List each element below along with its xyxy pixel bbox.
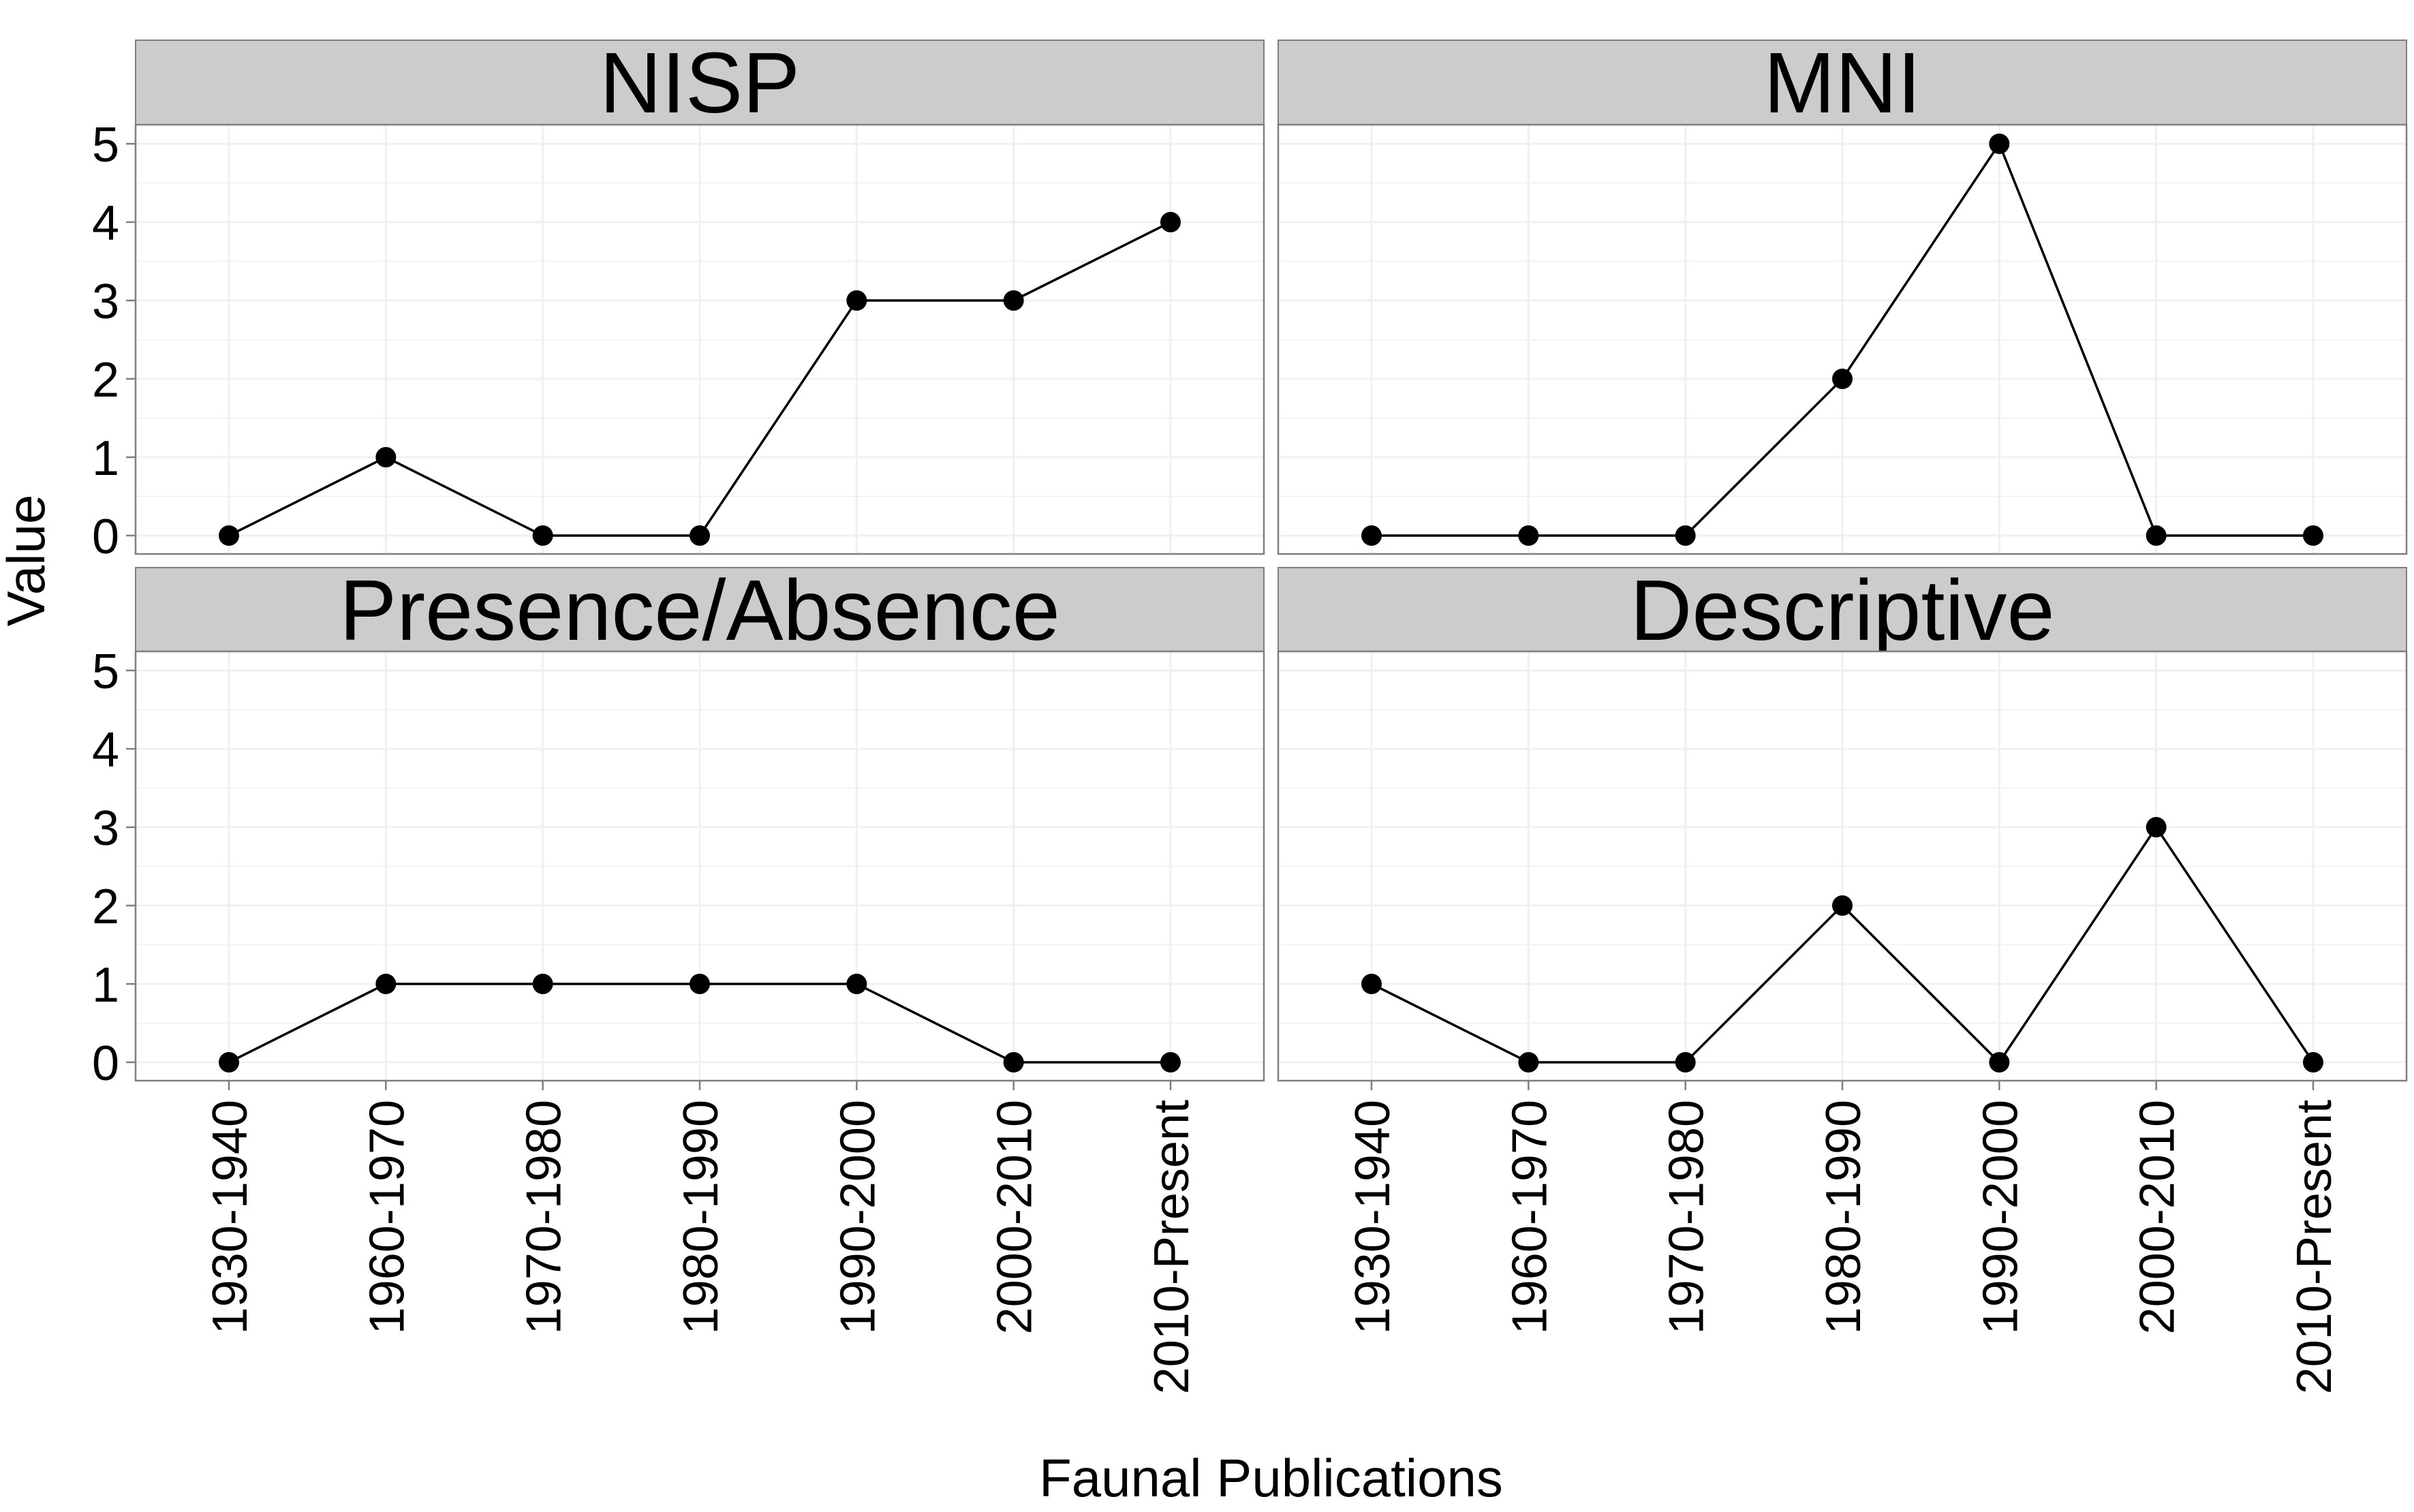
data-point <box>1361 974 1382 994</box>
x-tick-label: 1960-1970 <box>360 1100 414 1334</box>
x-tick-label: 2000-2010 <box>988 1100 1042 1334</box>
y-tick-label: 1 <box>92 431 119 486</box>
facet-title: Presence/Absence <box>339 562 1060 658</box>
x-tick-label: 1930-1940 <box>203 1100 258 1334</box>
data-point <box>219 1052 239 1073</box>
panel-border <box>1277 123 2408 555</box>
x-tick-label: 2000-2010 <box>2131 1100 2185 1334</box>
data-point <box>532 974 553 994</box>
facet-title: MNI <box>1764 35 1921 131</box>
facet-title: Descriptive <box>1630 562 2054 658</box>
data-point <box>2146 525 2167 546</box>
y-tick-label: 0 <box>92 510 119 564</box>
data-point <box>690 974 710 994</box>
data-point <box>375 447 397 467</box>
data-point <box>1003 290 1024 311</box>
y-axis-title: Value <box>0 495 56 627</box>
data-point <box>1160 1052 1181 1073</box>
data-point <box>1832 369 1853 389</box>
x-tick-label: 1990-2000 <box>831 1100 885 1334</box>
data-point <box>846 290 867 311</box>
x-tick-label: 1980-1990 <box>1816 1100 1871 1334</box>
x-tick-label: 1930-1940 <box>1346 1100 1400 1334</box>
x-tick-label: 1970-1980 <box>517 1100 572 1334</box>
y-tick-label: 4 <box>92 723 119 777</box>
y-tick-label: 3 <box>92 801 119 856</box>
x-tick-label: 2010-Present <box>2287 1100 2342 1394</box>
data-point <box>1675 1052 1696 1073</box>
facet-strip <box>135 567 1265 652</box>
data-point <box>532 525 553 546</box>
y-tick-label: 5 <box>92 118 119 172</box>
facet-title: NISP <box>600 35 800 131</box>
y-tick-label: 5 <box>92 645 119 699</box>
data-point <box>846 974 867 994</box>
x-tick-label: 1970-1980 <box>1660 1100 1714 1334</box>
data-point <box>1675 525 1696 546</box>
panel-border <box>134 123 1265 555</box>
data-point <box>1361 525 1382 546</box>
x-tick-label: 2010-Present <box>1145 1100 1199 1394</box>
y-tick-label: 1 <box>92 958 119 1013</box>
x-tick-label: 1980-1990 <box>674 1100 728 1334</box>
x-tick-label: 1960-1970 <box>1502 1100 1557 1334</box>
y-tick-label: 0 <box>92 1036 119 1091</box>
data-point <box>1989 134 2010 154</box>
y-tick-label: 3 <box>92 275 119 329</box>
data-point <box>2303 525 2323 546</box>
data-point <box>2146 817 2167 837</box>
data-point <box>2303 1052 2323 1073</box>
data-point <box>1003 1052 1024 1073</box>
data-point <box>690 525 710 546</box>
facet-strip <box>1278 567 2407 652</box>
y-tick-label: 4 <box>92 196 119 251</box>
data-point <box>375 974 397 994</box>
data-point <box>1989 1052 2010 1073</box>
data-point <box>1832 895 1853 916</box>
y-tick-label: 2 <box>92 880 119 934</box>
data-point <box>219 525 239 546</box>
data-point <box>1518 525 1539 546</box>
x-tick-label: 1990-2000 <box>1973 1100 2028 1334</box>
x-axis-title: Faunal Publications <box>1039 1448 1503 1508</box>
facet-strip <box>135 40 1265 125</box>
data-point <box>1518 1052 1539 1073</box>
y-tick-label: 2 <box>92 353 119 407</box>
data-point <box>1160 212 1181 232</box>
